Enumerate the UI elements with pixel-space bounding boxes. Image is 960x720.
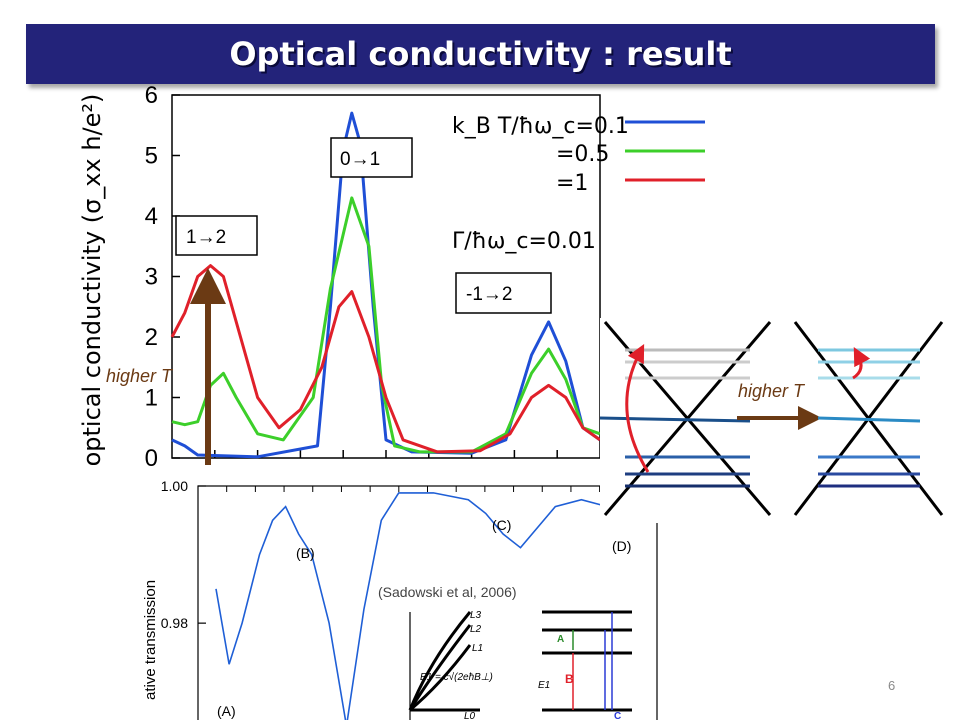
bottom-label-d: (D) — [612, 538, 631, 554]
bottom-chart-series — [215, 492, 651, 720]
left-cone-transition-arrow — [625, 344, 650, 473]
box-0-1: 0→1 — [330, 137, 413, 178]
title-bar: Optical conductivity : result — [26, 24, 935, 84]
inset-c: C — [614, 711, 621, 720]
higher-t-right-label: higher T — [738, 381, 806, 401]
box-1-2: 1→2 — [175, 215, 258, 256]
top-ytick-label-2: 2 — [145, 324, 158, 351]
higher-t-left-label: higher T — [106, 366, 174, 386]
right-cone-transition-arrow — [852, 347, 871, 380]
inset-landau: L3 L2 L1 L0 E1 = c̃√(2eħB⊥) A B E1 C — [408, 610, 632, 720]
citation: (Sadowski et al, 2006) — [378, 584, 517, 600]
inset-b: B — [565, 672, 574, 686]
legend-line2: =0.5 — [556, 142, 609, 167]
inset-l3: L3 — [470, 610, 482, 621]
bot-ytick-label-0: 1.00 — [161, 478, 188, 494]
box-0-1-label: 0→1 — [340, 149, 380, 170]
inset-formula: E1 = c̃√(2eħB⊥) — [420, 671, 493, 683]
top-ytick-label-0: 0 — [145, 445, 158, 472]
top-chart-ylabel: optical conductivity (σ_xx h/e²) — [78, 94, 106, 467]
bot-series-line-0 — [215, 492, 651, 720]
top-series-line-1 — [171, 196, 601, 454]
bottom-label-b: (B) — [296, 545, 315, 561]
box-m1-2: -1→2 — [455, 272, 552, 314]
bottom-chart-ylabel: ative transmission — [142, 580, 159, 700]
bottom-label-a: (A) — [217, 703, 236, 719]
inset-e1: E1 — [538, 680, 550, 691]
top-ytick-label-6: 6 — [145, 82, 158, 109]
legend-line1: k_B T/ħω_c=0.1 — [452, 114, 629, 139]
top-ytick-label-1: 1 — [145, 385, 158, 412]
inset-l2: L2 — [470, 624, 482, 635]
page-number: 6 — [888, 678, 896, 693]
top-ytick-label-4: 4 — [145, 203, 158, 230]
top-chart-legend: k_B T/ħω_c=0.1 =0.5 =1 Γ/ħω_c=0.01 — [452, 114, 705, 254]
top-chart-ticks: 0 1 2 3 4 5 6 — [145, 82, 558, 472]
dirac-cones-diagram: higher T — [599, 318, 960, 523]
bot-ytick-label-1: 0.98 — [161, 615, 188, 631]
bottom-chart-ticks: 1.00 0.98 — [161, 478, 629, 631]
inset-l0: L0 — [464, 711, 476, 720]
inset-l1: L1 — [472, 643, 483, 654]
top-ytick-label-5: 5 — [145, 143, 158, 170]
top-ytick-label-3: 3 — [145, 264, 158, 291]
slide-title: Optical conductivity : result — [229, 35, 732, 73]
box-1-2-label: 1→2 — [186, 227, 226, 248]
legend-gamma: Γ/ħω_c=0.01 — [452, 229, 596, 254]
bottom-chart: 1.000.98 ative transmission (B) (A) (C) … — [142, 478, 658, 720]
legend-line3: =1 — [556, 171, 588, 196]
box-m1-2-label: -1→2 — [466, 284, 512, 305]
inset-a: A — [557, 634, 564, 645]
bottom-label-c: (C) — [492, 517, 511, 533]
